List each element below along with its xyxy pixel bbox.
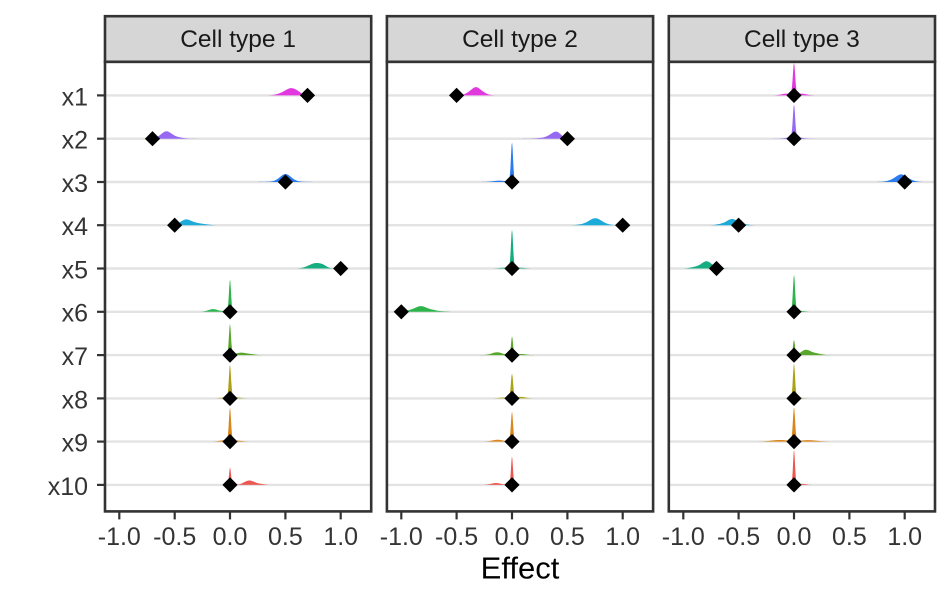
svg-text:1.0: 1.0 [605, 523, 640, 551]
svg-text:Effect: Effect [481, 551, 560, 586]
svg-text:-0.5: -0.5 [717, 523, 760, 551]
svg-text:0.0: 0.0 [213, 523, 248, 551]
svg-text:-0.5: -0.5 [153, 523, 196, 551]
svg-text:Cell type 1: Cell type 1 [180, 26, 296, 53]
svg-text:1.0: 1.0 [323, 523, 358, 551]
svg-text:0.5: 0.5 [832, 523, 867, 551]
svg-text:x1: x1 [62, 83, 88, 111]
svg-text:x5: x5 [62, 256, 88, 284]
svg-text:-0.5: -0.5 [435, 523, 478, 551]
svg-text:0.0: 0.0 [495, 523, 530, 551]
svg-text:x10: x10 [48, 473, 88, 501]
svg-text:Cell type 3: Cell type 3 [744, 26, 860, 53]
svg-text:x6: x6 [62, 300, 88, 328]
svg-text:-1.0: -1.0 [98, 523, 141, 551]
svg-text:x2: x2 [62, 127, 88, 155]
svg-text:x4: x4 [62, 213, 89, 241]
svg-text:0.0: 0.0 [777, 523, 812, 551]
svg-text:-1.0: -1.0 [662, 523, 705, 551]
svg-text:-1.0: -1.0 [380, 523, 423, 551]
svg-text:x8: x8 [62, 386, 88, 414]
svg-text:0.5: 0.5 [268, 523, 303, 551]
svg-text:x7: x7 [62, 343, 88, 371]
svg-text:x3: x3 [62, 170, 88, 198]
svg-text:x9: x9 [62, 430, 88, 458]
svg-text:0.5: 0.5 [550, 523, 585, 551]
svg-text:Cell type 2: Cell type 2 [462, 26, 578, 53]
svg-text:1.0: 1.0 [887, 523, 922, 551]
